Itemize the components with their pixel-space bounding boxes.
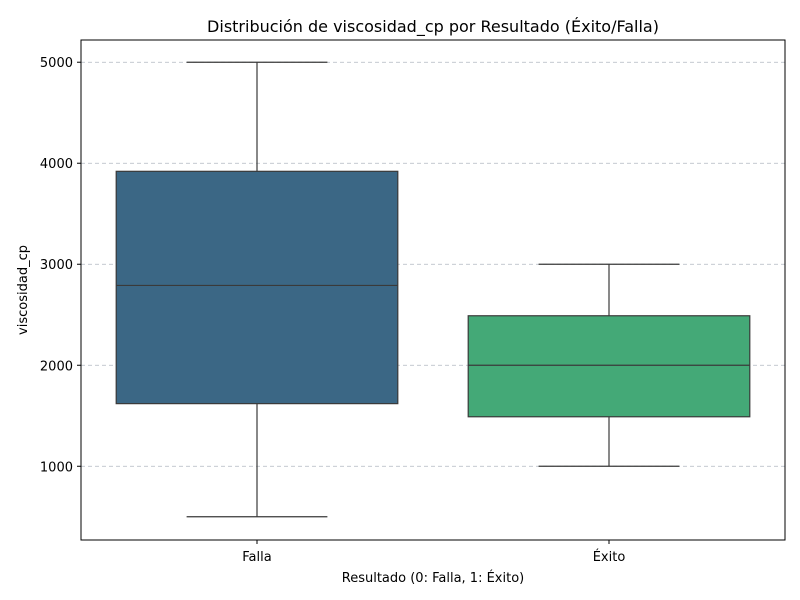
- boxes-group: [115, 61, 751, 518]
- y-tick-label: 1000: [40, 460, 73, 475]
- x-axis-ticks: Falla Éxito: [242, 540, 625, 565]
- x-axis-label: Resultado (0: Falla, 1: Éxito): [342, 570, 524, 586]
- iqr-box: [467, 315, 751, 418]
- box-exito: [467, 263, 751, 467]
- y-tick-label: 4000: [40, 157, 73, 172]
- x-tick-label: Falla: [242, 550, 271, 565]
- chart-title: Distribución de viscosidad_cp por Result…: [207, 17, 659, 37]
- plot-frame: [80, 39, 786, 541]
- iqr-box: [115, 170, 399, 405]
- y-tick-label: 2000: [40, 359, 73, 374]
- x-tick-label: Éxito: [593, 549, 626, 565]
- grid-lines: [81, 61, 785, 467]
- y-axis-label: viscosidad_cp: [16, 245, 31, 335]
- y-axis-ticks: 1000 2000 3000 4000 5000: [40, 56, 81, 475]
- y-tick-label: 5000: [40, 56, 73, 71]
- y-tick-label: 3000: [40, 258, 73, 273]
- box-falla: [115, 61, 399, 518]
